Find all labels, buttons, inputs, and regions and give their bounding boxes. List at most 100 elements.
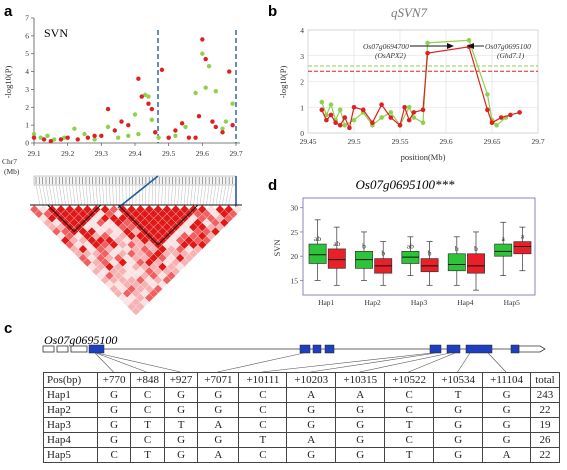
panel-b-series-point — [337, 122, 343, 128]
panel-a-snp-point — [166, 135, 171, 140]
allele-cell: G — [96, 417, 132, 433]
snp-marker-connector — [180, 184, 183, 206]
gene-model-label: Os07g0695100 — [44, 333, 117, 347]
panel-d-y-tick-label: 30 — [291, 204, 299, 213]
panel-a-snp-point — [186, 135, 192, 140]
snp-leader-lines — [94, 352, 507, 373]
box-significance-letter: ab — [314, 234, 321, 243]
panel-b-series-point — [347, 125, 352, 131]
box-significance-letter: b — [381, 249, 385, 258]
haplotype-table: Pos(bp) +770 +848 +927 +7071 +10111 +10203 +103… — [43, 372, 561, 463]
exon-box — [324, 344, 335, 354]
allele-cell: G — [482, 402, 531, 418]
snp-marker-connector — [219, 184, 223, 206]
panel-b-series-point — [425, 50, 430, 56]
snp-marker-connector — [82, 184, 85, 206]
panel-a-snp-point — [65, 135, 70, 140]
exon-box — [465, 344, 493, 354]
snp-marker-connector — [119, 184, 121, 206]
panel-a-y-tick-label: 0 — [25, 139, 29, 148]
snp-marker-connector — [105, 184, 108, 206]
snp-marker-connector — [209, 184, 213, 206]
ld-block-outline — [47, 204, 102, 233]
allele-cell: G — [433, 417, 484, 433]
panel-a-snp-point — [173, 128, 178, 133]
panel-a-snp-point — [156, 135, 161, 140]
table-header-cell: total — [529, 372, 561, 388]
allele-cell: G — [197, 387, 240, 403]
panel-b-x-tick-label: 29.5 — [347, 137, 360, 146]
panel-a-snp-point — [45, 133, 50, 139]
snp-marker-connector — [45, 184, 50, 206]
snp-leader-line — [94, 352, 114, 373]
panel-b-series-point — [319, 107, 325, 113]
panel-b-y-tick-label: 3 — [300, 52, 304, 61]
snp-leader-line — [95, 352, 147, 373]
exon-box — [299, 344, 311, 354]
allele-cell: C — [384, 432, 435, 448]
panel-b-series-line — [321, 46, 520, 130]
panel-b-y-tick-label: 2 — [300, 78, 304, 87]
panel-a-snp-point — [31, 131, 37, 137]
panel-a-snp-point — [38, 135, 43, 140]
snp-marker-connector — [122, 184, 124, 206]
box-significance-letter: a — [521, 232, 525, 241]
panel-b-title: qSVN7 — [391, 5, 428, 20]
allele-cell: T — [163, 417, 199, 433]
panel-a-snp-point — [82, 131, 87, 137]
panel-a-chr-label: Chr7 — [2, 157, 17, 166]
panel-b-x-label: position(Mb) — [401, 152, 446, 162]
panel-b-series-point — [402, 104, 407, 110]
panel-b-series-point — [494, 122, 499, 128]
table-row: Hap4 G C G G T A G C G G 26 — [43, 432, 561, 448]
snp-marker-connector — [115, 184, 117, 206]
panel-a-snp-point — [105, 106, 111, 112]
exon-box — [446, 344, 461, 354]
panel-a-x-tick-label: 29.1 — [27, 149, 40, 158]
panel-b-series-point — [328, 102, 334, 107]
snp-marker-connector — [89, 184, 92, 206]
panel-a-y-tick-label: 4 — [25, 67, 29, 76]
allele-cell: C — [130, 387, 165, 403]
allele-cell: C — [130, 432, 165, 448]
panel-b-series-point — [388, 110, 394, 115]
allele-cell: C — [238, 447, 288, 463]
panel-b-series-point — [508, 112, 513, 118]
snp-marker-strip — [33, 175, 237, 206]
panel-b-annotation-sub-1: (OsAPX2) — [375, 51, 406, 60]
panel-a-snp-point — [213, 124, 218, 130]
panel-b-x-tick-label: 29.55 — [392, 137, 409, 146]
table-header-row: Pos(bp) +770 +848 +927 +7071 +10111 +10203 +103… — [43, 372, 561, 388]
allele-cell: T — [238, 432, 288, 448]
allele-cell: A — [197, 447, 240, 463]
snp-marker-connector — [39, 184, 44, 206]
ld-heatmap — [29, 204, 243, 316]
allele-cell: C — [238, 417, 288, 433]
panel-a-snp-point — [230, 101, 235, 106]
allele-cell: G — [335, 417, 386, 433]
snp-marker-connector — [177, 184, 180, 206]
panel-b-series-point — [425, 40, 430, 46]
panel-b-x-tick-label: 29.65 — [484, 137, 501, 146]
panel-b-series-point — [420, 107, 426, 113]
allele-cell: T — [130, 447, 165, 463]
panel-a-snp-point — [99, 133, 104, 139]
box-significance-letter: b — [428, 249, 432, 258]
box-iqr — [327, 248, 346, 269]
snp-leader-line — [261, 352, 433, 373]
haplotype-label: Hap5 — [43, 447, 98, 463]
panel-b-series-point — [360, 107, 366, 113]
snp-marker-connector — [42, 184, 47, 206]
table-header-cell: +11104 — [482, 372, 531, 388]
panel-a-snp-point — [92, 137, 97, 142]
allele-cell: G — [96, 387, 132, 403]
panel-a-snp-point — [146, 94, 151, 99]
ld-region-connector-left — [117, 175, 159, 209]
snp-leader-line — [96, 352, 181, 373]
snp-marker-connector — [215, 184, 220, 206]
table-row: Hap3 G T T A C G G T G G 19 — [43, 417, 561, 433]
panel-b-series-point — [406, 117, 412, 123]
box-significance-letter: a — [502, 234, 506, 243]
snp-marker-connector — [206, 184, 210, 206]
